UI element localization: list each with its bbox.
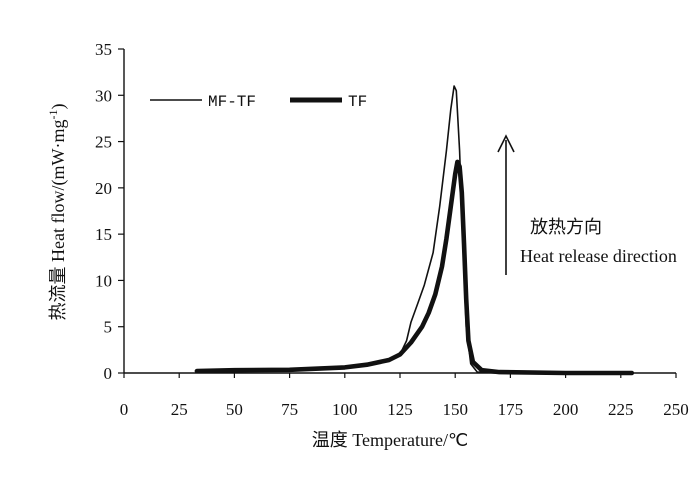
x-tick-label: 0 xyxy=(120,400,129,419)
annotation-en: Heat release direction xyxy=(520,246,677,266)
series-line-tf xyxy=(194,159,635,376)
y-axis-title-close: ) xyxy=(48,104,69,110)
x-tick-label: 25 xyxy=(171,400,188,419)
y-tick-label: 5 xyxy=(104,318,113,337)
x-tick-label: 100 xyxy=(332,400,358,419)
x-tick-label: 150 xyxy=(442,400,468,419)
annotation-cn: 放热方向 xyxy=(530,217,602,237)
y-tick-label: 0 xyxy=(104,364,113,383)
x-tick-label: 75 xyxy=(281,400,298,419)
x-tick-label: 50 xyxy=(226,400,243,419)
legend-label-tf: TF xyxy=(348,93,367,111)
arrow-head-icon xyxy=(497,134,515,153)
y-tick-label: 10 xyxy=(95,271,112,290)
y-tick-label: 35 xyxy=(95,40,112,59)
y-tick-label: 25 xyxy=(95,133,112,152)
x-tick-label: 250 xyxy=(663,400,689,419)
y-tick-label: 20 xyxy=(95,179,112,198)
heat-release-annotation: 放热方向 Heat release direction xyxy=(497,134,677,275)
x-axis-title: 温度 Temperature/℃ xyxy=(312,430,468,450)
y-axis-title: 热流量 Heat flow/(mW·mg-1) xyxy=(46,104,69,321)
y-axis-title-main: 热流量 Heat flow/(mW·mg xyxy=(48,120,69,321)
series-layer xyxy=(194,85,635,376)
axes: 0 5 10 15 20 25 30 35 0 25 50 75 100 125 150 175 200 225 2… xyxy=(95,40,689,419)
legend-label-mf-tf: MF-TF xyxy=(208,93,256,111)
x-tick-label: 125 xyxy=(387,400,413,419)
x-tick-label: 200 xyxy=(553,400,579,419)
y-tick-label: 30 xyxy=(95,86,112,105)
x-tick-label: 225 xyxy=(608,400,634,419)
y-axis-title-superscript: -1 xyxy=(46,110,60,120)
legend: MF-TF TF xyxy=(150,93,367,111)
x-tick-label: 175 xyxy=(498,400,524,419)
y-tick-label: 15 xyxy=(95,225,112,244)
